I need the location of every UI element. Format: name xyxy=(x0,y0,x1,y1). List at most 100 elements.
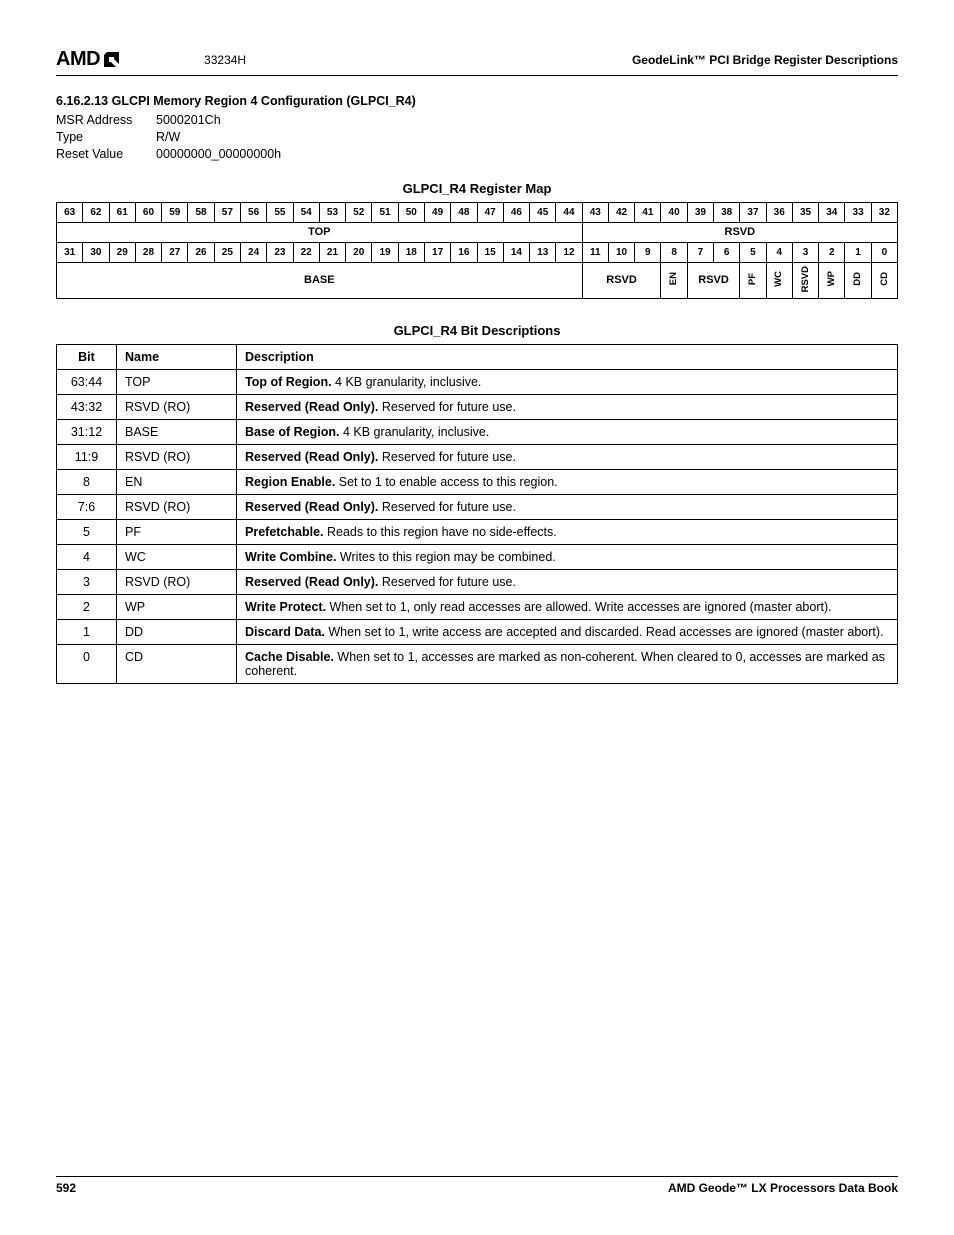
bit-cell: 25 xyxy=(214,242,240,262)
field-cell: TOP xyxy=(57,222,583,242)
bit-cell: 2 xyxy=(57,595,117,620)
name-cell: CD xyxy=(117,645,237,684)
name-cell: PF xyxy=(117,520,237,545)
field-cell: BASE xyxy=(57,262,583,298)
desc-cell: Top of Region. 4 KB granularity, inclusi… xyxy=(237,370,898,395)
page-number: 592 xyxy=(56,1181,76,1195)
bit-cell: 30 xyxy=(83,242,109,262)
bit-cell: 11 xyxy=(582,242,608,262)
page-header: AMD 33234H GeodeLink™ PCI Bridge Registe… xyxy=(56,48,898,76)
name-cell: TOP xyxy=(117,370,237,395)
bitdesc-title: GLPCI_R4 Bit Descriptions xyxy=(56,323,898,338)
header-right-title: GeodeLink™ PCI Bridge Register Descripti… xyxy=(632,53,898,67)
kv-row: TypeR/W xyxy=(56,129,898,146)
name-cell: WP xyxy=(117,595,237,620)
bit-cell: 40 xyxy=(661,202,687,222)
regmap-table: 6362616059585756555453525150494847464544… xyxy=(56,202,898,299)
kv-value: 5000201Ch xyxy=(156,112,221,129)
bitdesc-row: 5PFPrefetchable. Reads to this region ha… xyxy=(57,520,898,545)
kv-row: MSR Address5000201Ch xyxy=(56,112,898,129)
bitdesc-row: 11:9RSVD (RO)Reserved (Read Only). Reser… xyxy=(57,445,898,470)
field-cell: RSVD xyxy=(582,222,897,242)
regmap-title: GLPCI_R4 Register Map xyxy=(56,181,898,196)
bitdesc-row: 43:32RSVD (RO)Reserved (Read Only). Rese… xyxy=(57,395,898,420)
name-cell: DD xyxy=(117,620,237,645)
bit-cell: 31 xyxy=(57,242,83,262)
bitdesc-row: 8ENRegion Enable. Set to 1 to enable acc… xyxy=(57,470,898,495)
desc-cell: Base of Region. 4 KB granularity, inclus… xyxy=(237,420,898,445)
bit-cell: 44 xyxy=(556,202,582,222)
desc-cell: Reserved (Read Only). Reserved for futur… xyxy=(237,445,898,470)
kv-block: MSR Address5000201ChTypeR/WReset Value00… xyxy=(56,112,898,163)
bitdesc-col-header: Name xyxy=(117,345,237,370)
bit-cell: 47 xyxy=(477,202,503,222)
bit-cell: 56 xyxy=(240,202,266,222)
doc-number: 33234H xyxy=(204,53,246,67)
bit-cell: 26 xyxy=(188,242,214,262)
bit-cell: 57 xyxy=(214,202,240,222)
kv-label: Reset Value xyxy=(56,146,156,163)
bit-cell: 0 xyxy=(57,645,117,684)
bit-cell: 60 xyxy=(135,202,161,222)
bit-cell: 52 xyxy=(346,202,372,222)
bit-cell: 14 xyxy=(503,242,529,262)
bit-cell: 49 xyxy=(424,202,450,222)
name-cell: WC xyxy=(117,545,237,570)
bit-cell: 38 xyxy=(714,202,740,222)
bit-cell: 37 xyxy=(740,202,766,222)
field-cell: RSVD xyxy=(792,262,818,298)
kv-label: Type xyxy=(56,129,156,146)
desc-cell: Region Enable. Set to 1 to enable access… xyxy=(237,470,898,495)
bitdesc-row: 7:6RSVD (RO)Reserved (Read Only). Reserv… xyxy=(57,495,898,520)
name-cell: RSVD (RO) xyxy=(117,570,237,595)
name-cell: RSVD (RO) xyxy=(117,495,237,520)
page-footer: 592 AMD Geode™ LX Processors Data Book xyxy=(56,1176,898,1195)
desc-cell: Reserved (Read Only). Reserved for futur… xyxy=(237,395,898,420)
bit-cell: 20 xyxy=(346,242,372,262)
bit-cell: 55 xyxy=(267,202,293,222)
amd-logo: AMD xyxy=(56,48,124,71)
bit-cell: 54 xyxy=(293,202,319,222)
field-cell: WP xyxy=(819,262,845,298)
bit-cell: 19 xyxy=(372,242,398,262)
kv-row: Reset Value00000000_00000000h xyxy=(56,146,898,163)
bit-cell: 35 xyxy=(792,202,818,222)
bit-cell: 46 xyxy=(503,202,529,222)
bit-cell: 31:12 xyxy=(57,420,117,445)
bit-cell: 51 xyxy=(372,202,398,222)
bit-cell: 5 xyxy=(57,520,117,545)
bitdesc-table: BitNameDescription 63:44TOPTop of Region… xyxy=(56,344,898,684)
field-cell: RSVD xyxy=(687,262,740,298)
bit-cell: 18 xyxy=(398,242,424,262)
bit-cell: 12 xyxy=(556,242,582,262)
bit-cell: 1 xyxy=(57,620,117,645)
bit-cell: 0 xyxy=(871,242,897,262)
desc-cell: Reserved (Read Only). Reserved for futur… xyxy=(237,495,898,520)
subsection-heading: 6.16.2.13 GLCPI Memory Region 4 Configur… xyxy=(56,94,898,108)
bit-cell: 15 xyxy=(477,242,503,262)
bit-cell: 23 xyxy=(267,242,293,262)
bit-cell: 6 xyxy=(714,242,740,262)
bit-cell: 59 xyxy=(162,202,188,222)
bitdesc-head-row: BitNameDescription xyxy=(57,345,898,370)
amd-arrow-icon xyxy=(102,51,124,69)
bits-low-row: 3130292827262524232221201918171615141312… xyxy=(57,242,898,262)
logo-text: AMD xyxy=(56,48,100,71)
fields-low-row: BASERSVDENRSVDPFWCRSVDWPDDCD xyxy=(57,262,898,298)
bit-cell: 3 xyxy=(792,242,818,262)
field-cell: EN xyxy=(661,262,687,298)
bit-cell: 11:9 xyxy=(57,445,117,470)
bit-cell: 33 xyxy=(845,202,871,222)
desc-cell: Prefetchable. Reads to this region have … xyxy=(237,520,898,545)
field-cell: DD xyxy=(845,262,871,298)
bitdesc-row: 3RSVD (RO)Reserved (Read Only). Reserved… xyxy=(57,570,898,595)
bit-cell: 61 xyxy=(109,202,135,222)
bit-cell: 50 xyxy=(398,202,424,222)
desc-cell: Reserved (Read Only). Reserved for futur… xyxy=(237,570,898,595)
bit-cell: 27 xyxy=(162,242,188,262)
kv-value: 00000000_00000000h xyxy=(156,146,281,163)
field-cell: WC xyxy=(766,262,792,298)
bit-cell: 8 xyxy=(661,242,687,262)
bit-cell: 10 xyxy=(608,242,634,262)
bit-cell: 4 xyxy=(766,242,792,262)
